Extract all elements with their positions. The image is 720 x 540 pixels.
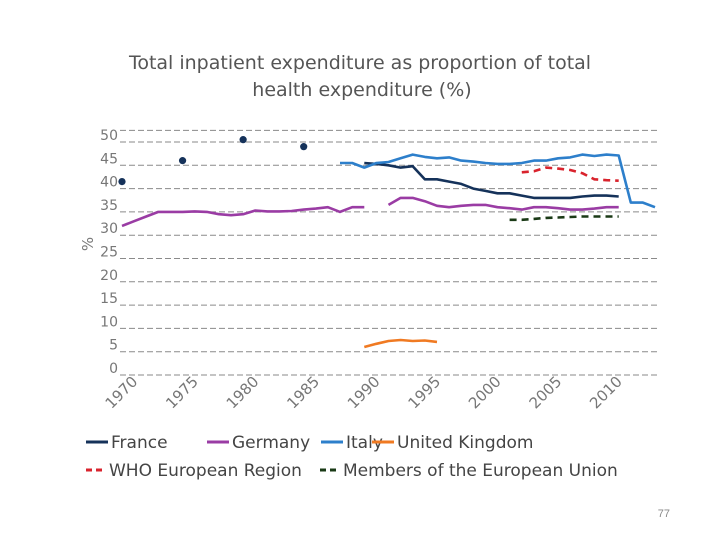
x-tick-label: 1975 <box>162 373 202 413</box>
x-tick-label: 1985 <box>283 373 323 413</box>
legend-label-france: France <box>111 433 168 453</box>
series-point-france <box>118 178 126 186</box>
y-tick-label: 35 <box>100 198 118 214</box>
series-line-uk <box>363 338 438 349</box>
series-line-germany <box>121 205 365 228</box>
series-line-germany <box>387 196 619 211</box>
y-tick-label: 25 <box>100 245 118 261</box>
x-tick-label: 2000 <box>465 373 505 413</box>
legend: France Germany Italy United Kingdom WHO Euro… <box>86 433 618 481</box>
series-line-italy <box>340 153 656 209</box>
y-tick-label: 10 <box>100 314 118 330</box>
series-line-who <box>521 166 619 182</box>
series-point-france <box>178 157 187 165</box>
x-tick-label: 1980 <box>223 373 263 413</box>
y-tick-label: 5 <box>109 338 118 354</box>
y-tick-label: 15 <box>100 291 118 307</box>
y-axis-title: % <box>79 237 97 251</box>
y-tick-label: 20 <box>100 268 118 284</box>
series-point-france <box>300 143 308 151</box>
legend-label-who: WHO European Region <box>109 461 302 481</box>
x-tick-label: 2005 <box>526 373 566 413</box>
series <box>118 136 656 349</box>
legend-label-germany: Germany <box>232 433 310 453</box>
y-tick-label: 50 <box>100 128 118 144</box>
x-tick-label: 1995 <box>404 373 444 413</box>
y-tick-label: 45 <box>100 151 118 167</box>
chart-title-line-2: health expenditure (%) <box>252 79 471 101</box>
y-tick-label: 0 <box>109 361 118 377</box>
y-tick-label: 40 <box>100 175 118 191</box>
series-line-eu <box>509 215 619 222</box>
grid <box>120 129 657 376</box>
y-axis-ticks: 0 5 10 15 20 25 30 35 40 45 50 <box>100 128 118 377</box>
chart-title-line-1: Total inpatient expenditure as proportio… <box>128 52 591 74</box>
legend-label-uk: United Kingdom <box>397 433 533 453</box>
x-tick-label: 1990 <box>344 373 384 413</box>
series-point-france <box>239 136 247 144</box>
x-axis-ticks: 1970 1975 1980 1985 1990 1995 2000 2005 2010 <box>102 373 626 413</box>
legend-label-eu: Members of the European Union <box>343 461 618 481</box>
x-tick-label: 1970 <box>102 373 142 413</box>
page-number: 77 <box>657 508 670 520</box>
y-tick-label: 30 <box>100 221 118 237</box>
series-line-france <box>364 161 619 200</box>
legend-label-italy: Italy <box>346 433 383 453</box>
x-tick-label: 2010 <box>586 373 626 413</box>
